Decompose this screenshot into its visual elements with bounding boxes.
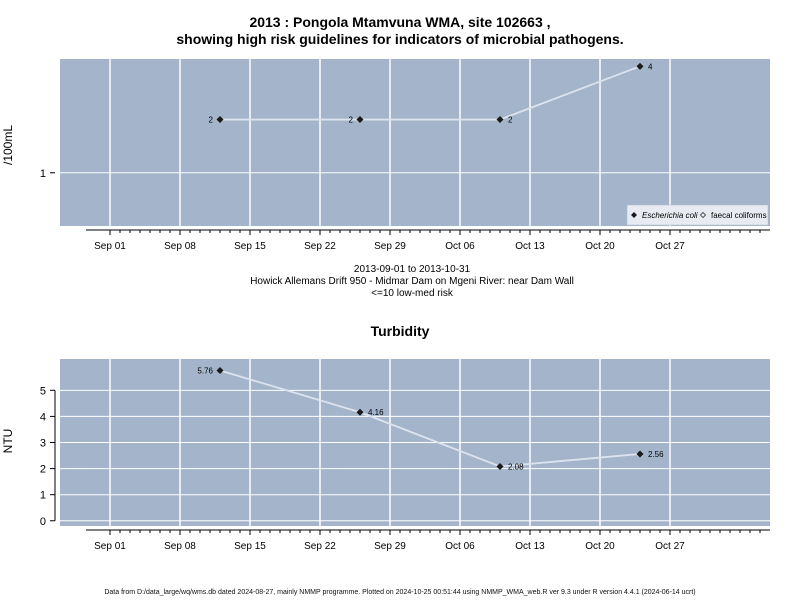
footer-provenance-note: Data from D:/data_large/wq/wms.db dated … (104, 589, 696, 596)
panel2-y-tick-label: 1 (40, 490, 46, 502)
panel1-plot-area (60, 59, 770, 226)
panel1-series-line (220, 65, 641, 121)
panel2-y-tick-label: 5 (40, 385, 46, 397)
panel2-x-tick-label: Sep 29 (374, 541, 406, 552)
panel2-x-tick-label: Sep 08 (164, 541, 196, 552)
panel1-data-point (636, 62, 644, 70)
panel1-data-label: 2 (209, 116, 214, 125)
legend-faecal-marker (699, 211, 707, 219)
panel1-data-label: 2 (349, 116, 354, 125)
panel2-data-point (496, 463, 504, 471)
panel2-x-tick-label: Oct 27 (655, 541, 685, 552)
panel2-x-tick-label: Oct 13 (515, 541, 545, 552)
panel2-data-point (636, 450, 644, 458)
panel1-x-tick-label: Sep 01 (94, 241, 126, 252)
legend-faecal-label: faecal coliforms (711, 211, 767, 220)
panel2-x-tick-label: Oct 06 (445, 541, 475, 552)
panel1-x-tick-label: Oct 20 (585, 241, 615, 252)
panel1-x-tick-label: Sep 15 (234, 241, 266, 252)
panel2-x-tick-label: Oct 20 (585, 541, 615, 552)
panel1-data-label: 2 (508, 116, 513, 125)
panel1-data-label: 4 (648, 62, 653, 71)
panel2-series-line (219, 369, 641, 468)
panel2-y-tick-label: 2 (40, 464, 46, 476)
panel1-data-point (216, 116, 224, 124)
panel1-data-point (356, 116, 364, 124)
panel1-x-tick-label: Sep 22 (304, 241, 336, 252)
panel1-x-tick-label: Sep 08 (164, 241, 196, 252)
panel1-y-tick-label: 1 (40, 168, 46, 180)
subtitle-site-description: Howick Allemans Drift 950 - Midmar Dam o… (250, 276, 574, 287)
panel2-data-label: 4.16 (368, 408, 384, 417)
panel2-y-tick-label: 4 (40, 411, 46, 423)
subtitle-date-range: 2013-09-01 to 2013-10-31 (353, 264, 471, 275)
panel2-data-point (356, 408, 364, 416)
panel2-data-label: 5.76 (197, 366, 213, 375)
legend-ecoli-label: Escherichia coli (642, 211, 698, 220)
panel2-y-tick-label: 0 (40, 516, 46, 528)
panel1-x-tick-label: Sep 29 (374, 241, 406, 252)
panel1-x-tick-label: Oct 27 (655, 241, 685, 252)
panel2-data-point (216, 366, 224, 374)
chart-title-line-1: 2013 : Pongola Mtamvuna WMA, site 102663… (249, 14, 551, 30)
panel2-x-tick-label: Sep 22 (304, 541, 336, 552)
panel2-x-tick-label: Sep 01 (94, 541, 126, 552)
legend-box (626, 204, 769, 226)
subtitle-risk-guideline: <=10 low-med risk (371, 288, 453, 299)
panel2-title: Turbidity (370, 323, 430, 339)
panel2-y-tick-label: 3 (40, 438, 46, 450)
panel2-data-label: 2.56 (648, 450, 664, 459)
panel2-data-label: 2.08 (508, 463, 524, 472)
panel2-x-tick-label: Sep 15 (234, 541, 266, 552)
panel1-x-tick-label: Oct 06 (445, 241, 475, 252)
chart-title-line-2: showing high risk guidelines for indicat… (176, 31, 624, 47)
panel1-x-tick-label: Oct 13 (515, 241, 545, 252)
panel1-data-point (496, 116, 504, 124)
legend-ecoli-marker (631, 212, 637, 218)
